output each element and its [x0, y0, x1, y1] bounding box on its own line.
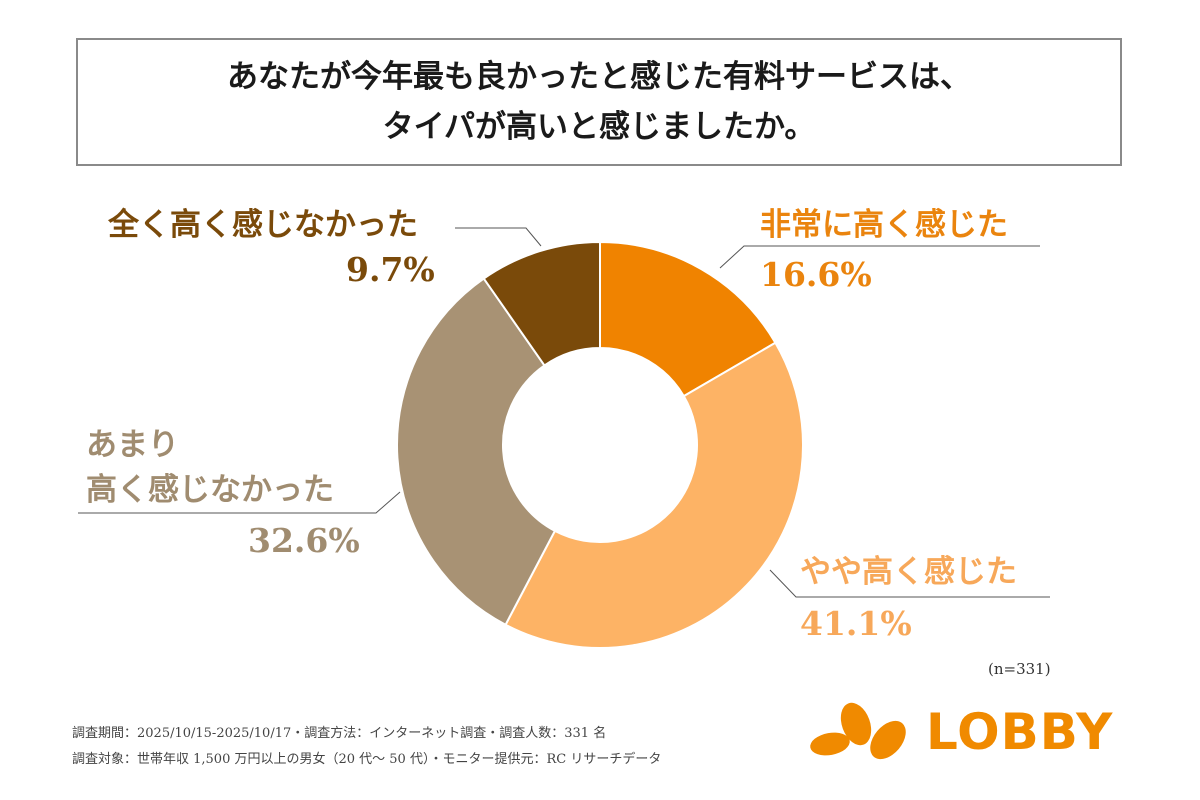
logo-text: LOBBY [926, 703, 1114, 761]
lobby-logo: LOBBY [808, 700, 1113, 764]
footer-survey-period: 調査期間：2025/10/15-2025/10/17・調査方法：インターネット調… [72, 726, 607, 741]
leader-line-not-very-high [78, 491, 401, 514]
donut-slice-somewhat-high [504, 341, 804, 649]
sample-size: (n=331) [988, 660, 1051, 678]
slice-value-somewhat-high: 41.1% [800, 604, 912, 643]
slice-label-not-very-high-line2: 高く感じなかった [86, 472, 334, 508]
leader-line-not-at-all [455, 227, 542, 247]
title-line-2: タイパが高いと感じましたか。 [382, 109, 816, 145]
title-box: あなたが今年最も良かったと感じた有料サービスは、 タイパが高いと感じましたか。 [76, 38, 1122, 166]
slice-value-not-at-all: 9.7% [346, 250, 435, 289]
slice-label-somewhat-high: やや高く感じた [800, 554, 1017, 590]
slice-label-not-very-high-line1: あまり [86, 427, 179, 463]
donut-slice-very-high [599, 240, 777, 398]
footer-survey-target: 調査対象：世帯年収 1,500 万円以上の男女（20 代〜 50 代）・モニター… [72, 752, 662, 767]
slice-label-not-at-all: 全く高く感じなかった [108, 207, 418, 243]
slice-value-not-very-high: 32.6% [248, 521, 360, 560]
slice-value-very-high: 16.6% [760, 255, 872, 294]
title-line-1: あなたが今年最も良かったと感じた有料サービスは、 [227, 59, 971, 95]
petal-logo-icon [810, 702, 906, 760]
leader-line-somewhat-high [769, 569, 1050, 598]
slice-label-very-high: 非常に高く感じた [760, 207, 1008, 243]
donut-slice-not-at-all [482, 240, 601, 367]
leader-line-very-high [719, 245, 1040, 269]
donut-slice-not-very-high [396, 277, 557, 627]
